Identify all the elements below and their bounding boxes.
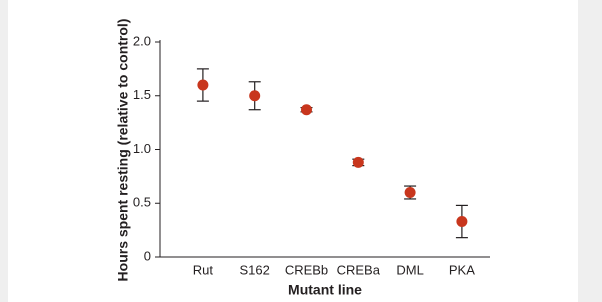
y-tick-label: 0.5	[133, 195, 151, 210]
y-tick-label: 2.0	[133, 33, 151, 48]
x-tick-label: CREBa	[337, 262, 381, 277]
x-tick-label: S162	[240, 262, 270, 277]
x-tick-label: Rut	[193, 262, 214, 277]
dot	[404, 187, 416, 198]
x-axis-label: Mutant line	[288, 282, 362, 298]
dot	[301, 104, 312, 116]
dot	[352, 156, 364, 168]
panel	[8, 0, 578, 302]
dot	[456, 216, 468, 228]
x-tick-label: CREBb	[285, 262, 328, 277]
x-tick-label: DML	[396, 262, 423, 277]
y-tick-label: 0	[144, 248, 151, 263]
y-tick-label: 1.5	[133, 87, 151, 102]
dot	[249, 90, 261, 102]
x-tick-label: PKA	[449, 262, 475, 277]
dot	[197, 79, 209, 91]
y-tick-label: 1.0	[133, 141, 151, 156]
y-axis-label: Hours spent resting (relative to control…	[115, 19, 131, 282]
